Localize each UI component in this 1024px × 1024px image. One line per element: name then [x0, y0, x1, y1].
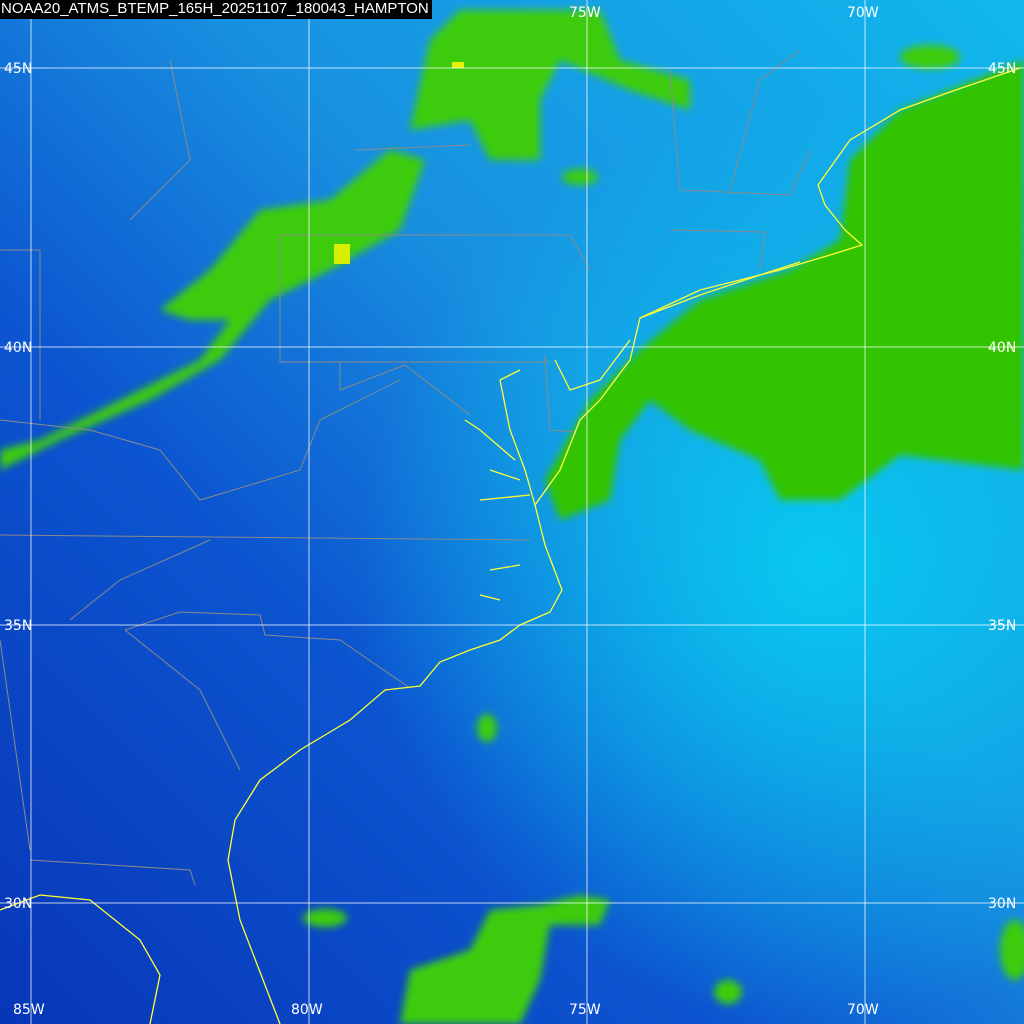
lat-label-left: 45N [4, 61, 33, 77]
precip-south [400, 895, 610, 1024]
precip-small-2 [477, 714, 497, 742]
lat-label-left: 40N [4, 340, 33, 356]
lon-label-top: 75W [569, 5, 601, 21]
lat-label-left: 30N [4, 896, 33, 912]
precip-small-3 [714, 980, 742, 1004]
image-title: NOAA20_ATMS_BTEMP_165H_20251107_180043_H… [0, 0, 432, 19]
precip-small-6 [1000, 920, 1024, 980]
precip-small-1 [303, 909, 347, 927]
precip-small-5 [900, 45, 960, 69]
coastline [0, 67, 1021, 1024]
precip-max-1 [334, 244, 350, 264]
precip-ocean-blob [545, 60, 1024, 520]
precip-areas [0, 10, 1024, 1024]
state-borders [0, 49, 811, 886]
lat-label-right: 30N [988, 896, 1017, 912]
precip-max-2 [452, 62, 464, 68]
precip-small-4 [562, 169, 598, 185]
lon-label-top: 70W [847, 5, 879, 21]
lon-label-bottom: 70W [847, 1002, 879, 1018]
lat-label-right: 35N [988, 618, 1017, 634]
precip-north [410, 10, 690, 160]
lon-label-bottom: 80W [291, 1002, 323, 1018]
lon-label-bottom: 75W [569, 1002, 601, 1018]
lat-label-right: 45N [988, 61, 1017, 77]
lat-label-right: 40N [988, 340, 1017, 356]
precip-band-northwest [0, 150, 425, 470]
lon-label-bottom: 85W [13, 1002, 45, 1018]
lat-label-left: 35N [4, 618, 33, 634]
